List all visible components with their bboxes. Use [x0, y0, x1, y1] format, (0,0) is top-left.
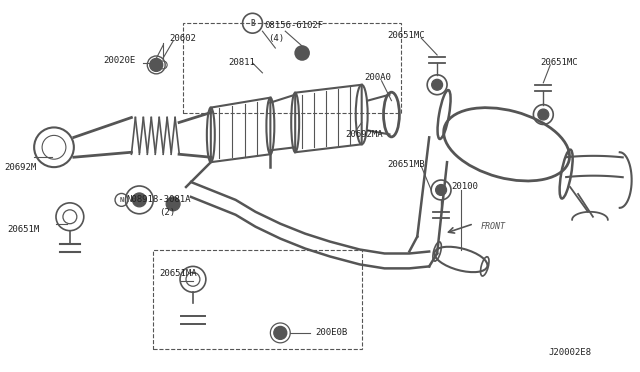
Circle shape: [295, 46, 309, 60]
Circle shape: [274, 327, 287, 339]
Text: 20100: 20100: [451, 183, 478, 192]
Text: B: B: [250, 19, 255, 28]
Text: 200A0: 200A0: [365, 73, 392, 82]
Bar: [183, 23, 401, 113]
Text: J20002E8: J20002E8: [548, 348, 591, 357]
Text: 20651M: 20651M: [7, 225, 40, 234]
Circle shape: [538, 109, 548, 120]
Text: 20692MA: 20692MA: [345, 130, 383, 139]
Bar: [153, 250, 362, 349]
Circle shape: [431, 79, 443, 90]
Circle shape: [132, 193, 147, 207]
Text: (4): (4): [268, 33, 285, 43]
Text: FRONT: FRONT: [481, 222, 506, 231]
Text: N08918-3081A: N08918-3081A: [127, 195, 191, 204]
Circle shape: [436, 185, 447, 195]
Text: 20811: 20811: [228, 58, 255, 67]
Text: 20020E: 20020E: [104, 57, 136, 65]
Text: (2): (2): [159, 208, 175, 217]
Text: N: N: [120, 197, 124, 203]
Circle shape: [166, 197, 180, 211]
Text: 20651MA: 20651MA: [159, 269, 197, 278]
Text: 20651MC: 20651MC: [387, 31, 425, 40]
Text: 20602: 20602: [169, 33, 196, 43]
Text: 200E0B: 200E0B: [315, 328, 348, 337]
Text: 20651MC: 20651MC: [540, 58, 578, 67]
Circle shape: [150, 58, 163, 71]
Text: 08156-6102F: 08156-6102F: [264, 21, 324, 30]
Text: 20692M: 20692M: [4, 163, 36, 171]
Text: 20651MB: 20651MB: [387, 160, 425, 169]
